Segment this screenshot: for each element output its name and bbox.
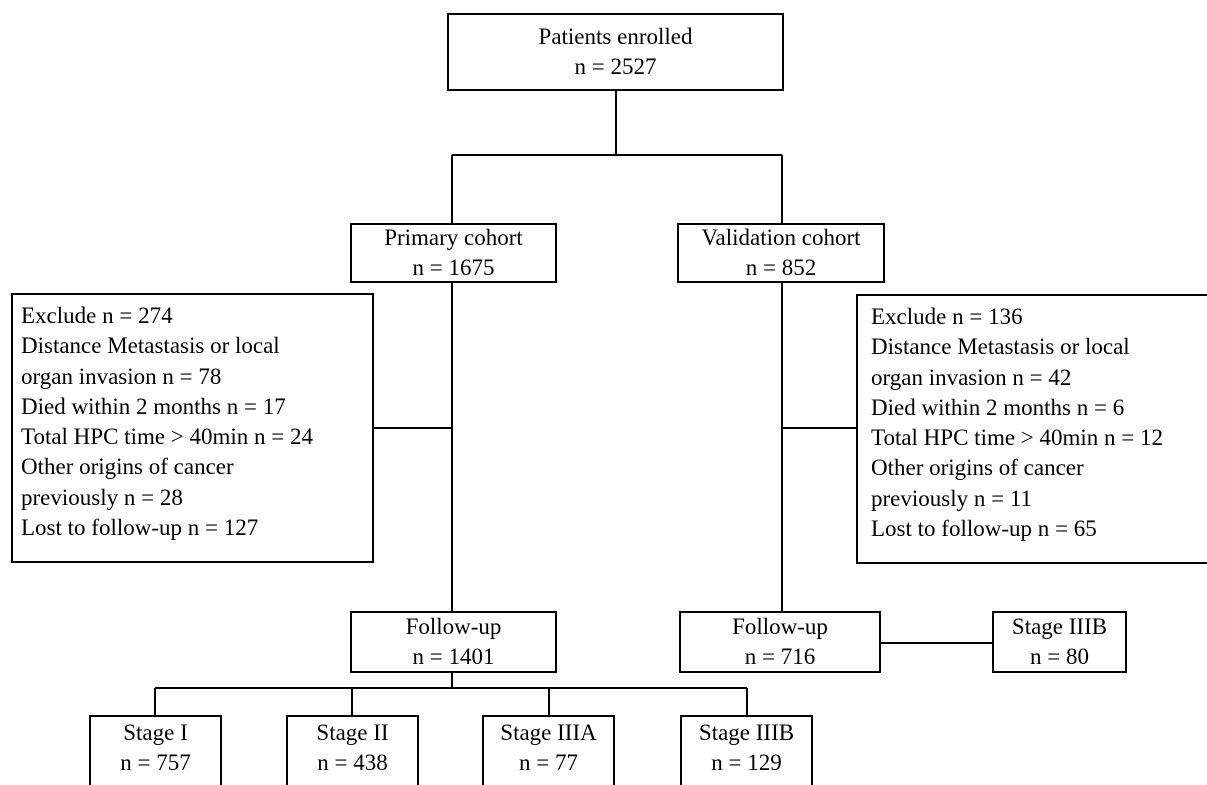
validation-exclude-line: Lost to follow-up n = 65 <box>871 516 1097 542</box>
stage-1-box: Stage I n = 757 <box>89 715 222 785</box>
stage-3b-count: n = 129 <box>711 750 782 775</box>
validation-exclude-line: Distance Metastasis or local <box>871 334 1130 360</box>
validation-exclude-box: Exclude n = 136 Distance Metastasis or l… <box>856 294 1207 564</box>
stage-3a-count: n = 77 <box>519 750 578 775</box>
primary-cohort-box: Primary cohort n = 1675 <box>350 223 557 283</box>
primary-exclude-line: Other origins of cancer <box>21 454 234 480</box>
validation-exclude-line: Exclude n = 136 <box>871 304 1023 329</box>
validation-followup-count: n = 716 <box>744 644 816 669</box>
validation-cohort-title: Validation cohort <box>701 225 861 250</box>
stage-1-title: Stage I <box>123 720 188 745</box>
validation-exclude-line: Other origins of cancer <box>871 455 1084 481</box>
validation-exclude-line: previously n = 11 <box>871 485 1032 511</box>
stage-1-count: n = 757 <box>120 750 191 775</box>
primary-cohort-count: n = 1675 <box>412 255 495 280</box>
primary-followup-count: n = 1401 <box>412 644 495 669</box>
enrolled-title: Patients enrolled <box>538 24 693 49</box>
enrolled-box: Patients enrolled n = 2527 <box>447 13 784 91</box>
stage-3a-box: Stage IIIA n = 77 <box>482 715 615 785</box>
validation-stage-box: Stage IIIB n = 80 <box>992 611 1127 673</box>
validation-exclude-line: Died within 2 months n = 6 <box>871 394 1125 420</box>
primary-followup-title: Follow-up <box>405 614 502 639</box>
primary-exclude-line: Distance Metastasis or local <box>21 333 280 359</box>
primary-followup-box: Follow-up n = 1401 <box>350 611 557 673</box>
primary-cohort-title: Primary cohort <box>384 225 523 250</box>
validation-exclude-line: organ invasion n = 42 <box>871 364 1072 390</box>
validation-stage-title: Stage IIIB <box>1011 614 1108 639</box>
validation-stage-count: n = 80 <box>1030 644 1089 669</box>
stage-2-box: Stage II n = 438 <box>286 715 419 785</box>
enrolled-count: n = 2527 <box>574 54 657 79</box>
primary-exclude-line: organ invasion n = 78 <box>21 363 222 389</box>
primary-exclude-line: previously n = 28 <box>21 484 183 510</box>
stage-2-title: Stage II <box>316 720 389 745</box>
validation-followup-box: Follow-up n = 716 <box>679 611 881 673</box>
stage-3b-box: Stage IIIB n = 129 <box>680 715 813 785</box>
validation-cohort-box: Validation cohort n = 852 <box>677 223 885 283</box>
primary-exclude-line: Lost to follow-up n = 127 <box>21 515 259 541</box>
stage-3b-title: Stage IIIB <box>698 720 795 745</box>
stage-2-count: n = 438 <box>317 750 388 775</box>
validation-cohort-count: n = 852 <box>745 255 817 280</box>
validation-exclude-line: Total HPC time > 40min n = 12 <box>871 425 1164 451</box>
primary-exclude-box: Exclude n = 274 Distance Metastasis or l… <box>11 293 374 563</box>
validation-followup-title: Follow-up <box>732 614 828 639</box>
primary-exclude-line: Died within 2 months n = 17 <box>21 393 286 419</box>
stage-3a-title: Stage IIIA <box>500 720 597 745</box>
primary-exclude-line: Exclude n = 274 <box>21 303 173 328</box>
primary-exclude-line: Total HPC time > 40min n = 24 <box>21 424 314 450</box>
